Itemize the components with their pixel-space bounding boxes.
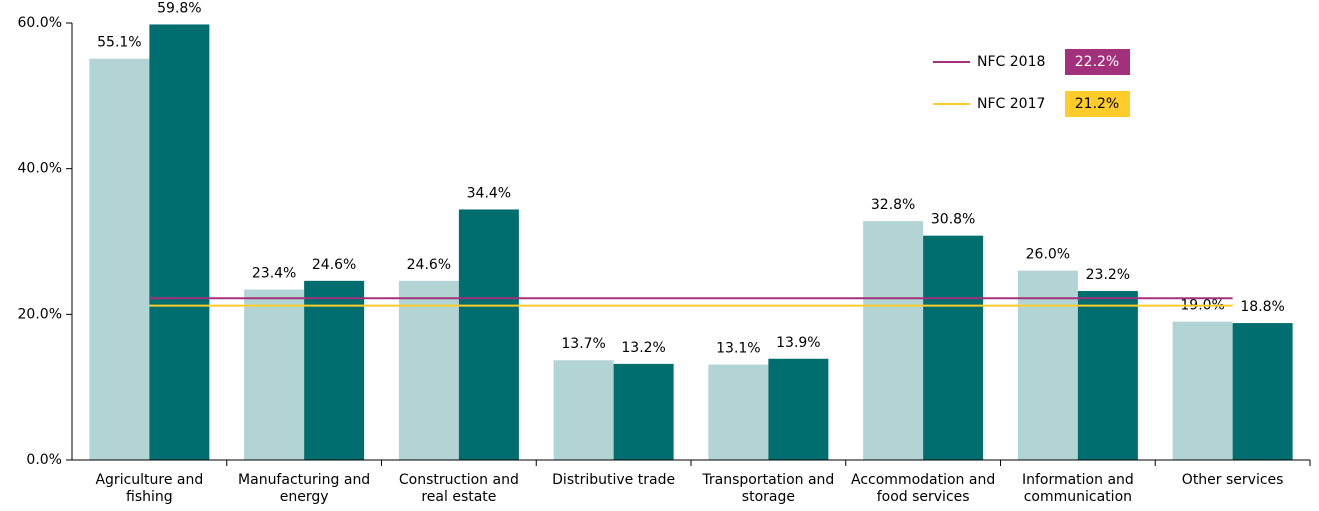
y-tick-label: 40.0%	[18, 161, 62, 177]
bar	[304, 280, 365, 460]
value-label: 24.6%	[407, 257, 451, 273]
bar	[613, 363, 674, 460]
bar	[89, 58, 150, 461]
value-label: 26.0%	[1026, 247, 1070, 263]
legend-value-box	[1065, 49, 1130, 75]
x-tick-label: Information and communication	[1021, 472, 1134, 505]
y-tick-label: 0.0%	[26, 452, 62, 468]
bar	[1077, 291, 1138, 460]
bar	[923, 235, 984, 460]
x-tick-label: Construction and real estate	[398, 472, 519, 505]
legend-label: NFC 2017	[977, 96, 1045, 112]
y-tick-label: 20.0%	[18, 306, 62, 322]
value-label: 18.8%	[1240, 299, 1284, 315]
x-tick-label: Accommodation and food services	[851, 472, 996, 505]
legend-value-box	[1065, 91, 1130, 117]
value-label: 30.8%	[931, 212, 975, 228]
value-label: 55.1%	[97, 35, 141, 51]
bar	[708, 364, 769, 460]
value-label: 13.2%	[621, 340, 665, 356]
x-tick-label: Other services	[1181, 472, 1284, 488]
bar	[1017, 270, 1078, 460]
legend-label: NFC 2018	[977, 54, 1045, 70]
x-tick-label: Transportation and storage	[702, 472, 835, 505]
value-label: 24.6%	[312, 257, 356, 273]
bar	[149, 24, 210, 461]
bar	[553, 360, 614, 460]
value-label: 32.8%	[871, 197, 915, 213]
y-tick-label: 60.0%	[18, 15, 62, 31]
bar	[398, 280, 459, 460]
bar	[1232, 323, 1293, 460]
x-tick-label: Agriculture and fishing	[95, 472, 204, 505]
value-label: 13.1%	[716, 341, 760, 357]
x-tick-label: Manufacturing and energy	[238, 472, 371, 505]
bar	[458, 209, 519, 460]
value-label: 23.2%	[1086, 267, 1130, 283]
bar	[1172, 321, 1233, 460]
x-tick-label: Distributive trade	[552, 472, 676, 488]
value-label: 34.4%	[467, 185, 511, 201]
value-label: 13.9%	[776, 335, 820, 351]
value-label: 13.7%	[561, 336, 605, 352]
legend-value: 21.2%	[1075, 96, 1119, 112]
bar	[863, 221, 924, 460]
legend-value: 22.2%	[1075, 54, 1119, 70]
bar	[244, 289, 305, 460]
bar	[768, 358, 829, 460]
value-label: 59.8%	[157, 0, 201, 16]
value-label: 23.4%	[252, 266, 296, 282]
